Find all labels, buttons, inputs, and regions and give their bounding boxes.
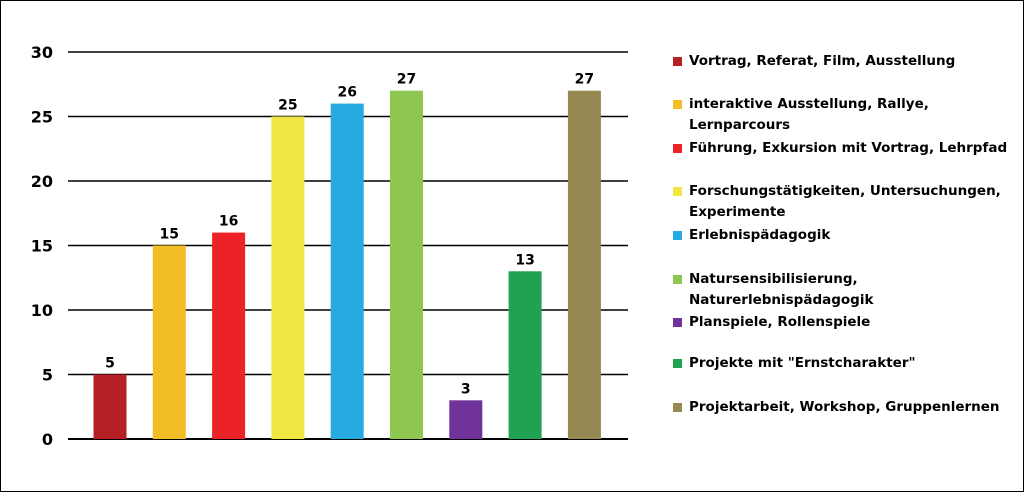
legend-label: Vortrag, Referat, Film, Ausstellung (689, 53, 956, 69)
bar-4 (271, 116, 305, 439)
legend-item-5: Erlebnispädagogik (673, 225, 830, 246)
bar-value-label-9: 27 (575, 72, 594, 88)
y-tick-label: 5 (42, 366, 53, 385)
y-tick-label: 25 (31, 108, 53, 127)
legend-item-1: Vortrag, Referat, Film, Ausstellung (673, 51, 955, 72)
bar-value-label-2: 15 (160, 227, 179, 243)
y-tick-label: 30 (31, 43, 53, 62)
bar-value-label-8: 13 (515, 252, 534, 268)
legend-swatch (673, 187, 682, 196)
legend-label: Planspiele, Rollenspiele (689, 314, 871, 330)
legend-swatch (673, 100, 682, 109)
bar-3 (212, 232, 246, 439)
legend-item-3: Führung, Exkursion mit Vortrag, Lehrpfad (673, 138, 1007, 159)
bar-value-label-3: 16 (219, 214, 238, 230)
legend-label: Führung, Exkursion mit Vortrag, Lehrpfad (689, 140, 1008, 156)
y-tick-label: 15 (31, 237, 53, 256)
legend-label: interaktive Ausstellung, Rallye, Lernpar… (689, 96, 929, 133)
legend-item-4: Forschungstätigkeiten, Untersuchungen, E… (673, 181, 1001, 223)
legend-item-8: Projekte mit "Ernstcharakter" (673, 353, 916, 374)
data-labels: 5 15 16 25 26 27 3 13 27 (105, 72, 594, 398)
legend-item-6: Natursensibilisierung, Naturerlebnispäda… (673, 269, 873, 311)
legend-swatch (673, 57, 682, 66)
legend-swatch (673, 403, 682, 412)
bar-9 (567, 90, 601, 439)
bar-6 (390, 90, 423, 439)
legend-label: Projekte mit "Ernstcharakter" (689, 355, 916, 371)
legend-item-2: interaktive Ausstellung, Rallye, Lernpar… (673, 94, 1018, 136)
legend-swatch (673, 275, 682, 284)
legend-label: Forschungstätigkeiten, Untersuchungen, E… (689, 183, 1001, 220)
legend-label: Erlebnispädagogik (689, 227, 831, 243)
y-axis-tick-labels: 0 5 10 15 20 25 30 (31, 43, 53, 449)
bar-value-label-5: 26 (337, 85, 356, 101)
bar-value-label-6: 27 (397, 72, 416, 88)
y-tick-label: 0 (42, 430, 53, 449)
bar-5 (330, 103, 364, 439)
bar-2 (152, 245, 186, 439)
legend-swatch (673, 144, 682, 153)
bar-1 (93, 374, 127, 439)
bar-value-label-1: 5 (105, 356, 115, 372)
y-tick-label: 20 (31, 172, 53, 191)
bar-value-label-4: 25 (278, 98, 297, 114)
legend-swatch (673, 318, 682, 327)
legend-label: Projektarbeit, Workshop, Gruppenlernen (689, 399, 1000, 415)
legend-swatch (673, 359, 682, 368)
legend-label: Natursensibilisierung, Naturerlebnispäda… (689, 271, 874, 308)
bar-8 (508, 271, 542, 439)
y-tick-label: 10 (31, 301, 53, 320)
legend-item-7: Planspiele, Rollenspiele (673, 312, 870, 333)
legend-item-9: Projektarbeit, Workshop, Gruppenlernen (673, 397, 1000, 418)
legend-swatch (673, 231, 682, 240)
bars (93, 90, 601, 439)
bar-7 (449, 400, 483, 439)
bar-value-label-7: 3 (461, 381, 471, 397)
